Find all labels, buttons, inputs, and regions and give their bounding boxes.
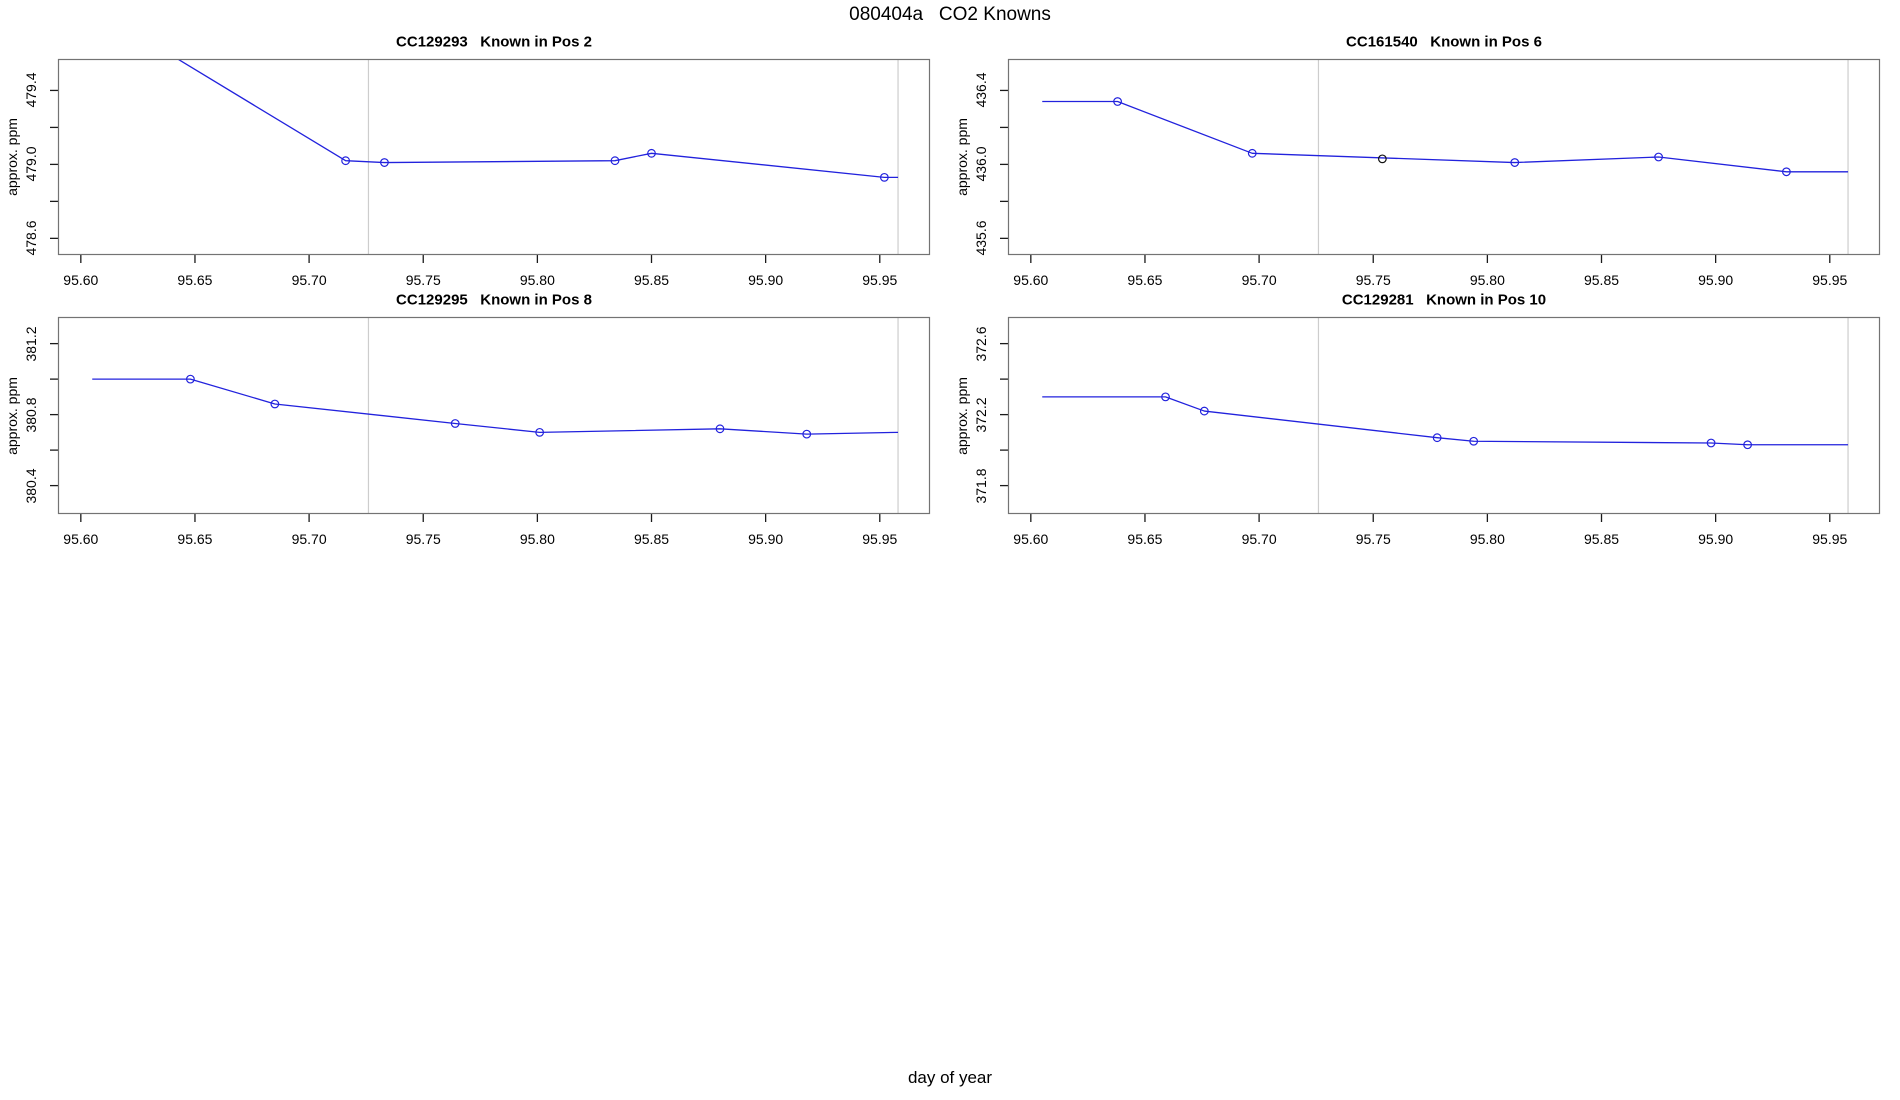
x-tick-label: 95.80 bbox=[519, 272, 555, 288]
data-point-marker bbox=[647, 148, 656, 158]
data-point-marker bbox=[185, 374, 195, 384]
panel-top-left: CC129293 Known in Pos 2 95.60 95.65 95.70 95… bbox=[4, 34, 931, 288]
x-tick-label: 95.75 bbox=[405, 272, 441, 288]
series-group bbox=[176, 59, 899, 182]
data-point-marker bbox=[1113, 97, 1122, 106]
x-tick-label: 95.85 bbox=[633, 531, 670, 547]
data-line bbox=[1042, 100, 1849, 173]
y-axis-label: approx. ppm bbox=[4, 118, 20, 196]
data-point-marker bbox=[610, 156, 620, 166]
data-point-marker bbox=[535, 427, 545, 437]
x-tick-label: 95.60 bbox=[63, 531, 99, 547]
x-tick-label: 95.90 bbox=[748, 531, 784, 547]
x-tick-label: 95.80 bbox=[1469, 531, 1505, 547]
data-point-marker bbox=[1510, 158, 1520, 167]
x-tick-label: 95.75 bbox=[1355, 272, 1391, 288]
y-tick-label: 479.0 bbox=[23, 146, 39, 182]
x-tick-label: 95.90 bbox=[1698, 531, 1734, 547]
x-tick-label: 95.75 bbox=[1355, 531, 1391, 547]
data-line bbox=[92, 378, 899, 435]
panel-bottom-left: CC129295 Known in Pos 8 95.60 95.65 95.70 95… bbox=[4, 292, 931, 547]
data-point-marker bbox=[1706, 438, 1716, 448]
data-point-marker bbox=[1199, 406, 1209, 416]
x-axis-label: day of year bbox=[907, 1068, 993, 1087]
x-tick-label: 95.95 bbox=[862, 531, 898, 547]
data-point-marker bbox=[1247, 148, 1257, 158]
x-tick-label: 95.60 bbox=[63, 272, 99, 288]
y-tick-label: 380.8 bbox=[23, 397, 39, 433]
data-point-marker bbox=[715, 424, 725, 434]
panel-title: CC161540 Known in Pos 6 bbox=[1346, 33, 1542, 51]
y-tick-label: 371.8 bbox=[973, 468, 989, 504]
data-point-marker bbox=[270, 399, 280, 409]
x-tick-label: 95.80 bbox=[519, 531, 555, 547]
data-point-marker bbox=[1432, 433, 1442, 443]
x-tick-label: 95.85 bbox=[1583, 272, 1620, 288]
data-point-marker bbox=[1654, 152, 1663, 162]
data-point-marker bbox=[380, 158, 389, 167]
plot-area bbox=[50, 316, 931, 522]
data-point-marker bbox=[1782, 167, 1791, 177]
y-axis-label: approx. ppm bbox=[954, 118, 970, 196]
x-tick-label: 95.65 bbox=[1127, 531, 1163, 547]
data-point-marker bbox=[802, 429, 812, 439]
y-tick-label: 381.2 bbox=[23, 326, 39, 362]
panel-bottom-right: CC129281 Known in Pos 10 95.60 95.65 95.70 9… bbox=[954, 292, 1881, 547]
plot-box bbox=[57, 58, 931, 256]
x-tick-label: 95.95 bbox=[1812, 531, 1848, 547]
y-axis-label: approx. ppm bbox=[4, 376, 20, 455]
plot-area bbox=[50, 58, 931, 263]
x-tick-label: 95.75 bbox=[405, 531, 441, 547]
series-group bbox=[1042, 392, 1849, 450]
x-tick-label: 95.70 bbox=[291, 272, 327, 288]
plot-box bbox=[1007, 58, 1881, 256]
y-tick-label: 435.6 bbox=[973, 220, 989, 256]
series-group bbox=[1042, 97, 1849, 177]
y-tick-label: 372.6 bbox=[973, 326, 989, 362]
x-tick-label: 95.80 bbox=[1469, 272, 1505, 288]
y-tick-label: 380.4 bbox=[23, 468, 39, 504]
data-line bbox=[1042, 396, 1849, 446]
x-tick-label: 95.90 bbox=[1698, 272, 1734, 288]
data-point-marker bbox=[450, 419, 460, 428]
x-tick-label: 95.65 bbox=[177, 272, 213, 288]
plot-box bbox=[57, 316, 931, 515]
y-tick-label: 436.0 bbox=[973, 146, 989, 182]
plot-box bbox=[1007, 316, 1881, 515]
x-tick-label: 95.70 bbox=[1241, 272, 1277, 288]
x-tick-label: 95.70 bbox=[1241, 531, 1277, 547]
x-tick-label: 95.85 bbox=[633, 272, 670, 288]
plot-area bbox=[1000, 58, 1881, 263]
x-tick-label: 95.65 bbox=[1127, 272, 1163, 288]
data-point-marker bbox=[1743, 440, 1753, 450]
x-tick-label: 95.65 bbox=[177, 531, 213, 547]
data-point-marker bbox=[879, 172, 889, 182]
x-tick-label: 95.85 bbox=[1583, 531, 1620, 547]
y-tick-label: 478.6 bbox=[23, 220, 39, 256]
panel-title: CC129281 Known in Pos 10 bbox=[1341, 291, 1547, 309]
y-axis-label: approx. ppm bbox=[954, 376, 970, 455]
flagged-point-marker bbox=[1377, 154, 1387, 164]
data-point-marker bbox=[341, 156, 351, 166]
data-line bbox=[176, 59, 899, 178]
plot-area bbox=[1000, 316, 1881, 522]
x-tick-label: 95.95 bbox=[862, 272, 898, 288]
x-tick-label: 95.70 bbox=[291, 531, 327, 547]
data-point-marker bbox=[1161, 392, 1170, 402]
panel-title: CC129293 Known in Pos 2 bbox=[396, 33, 592, 51]
x-tick-label: 95.90 bbox=[748, 272, 784, 288]
y-tick-label: 479.4 bbox=[23, 72, 39, 108]
panel-top-right: CC161540 Known in Pos 6 95.60 95.65 95.70 95… bbox=[954, 34, 1881, 288]
panel-title: CC129295 Known in Pos 8 bbox=[396, 291, 592, 309]
y-tick-label: 436.4 bbox=[973, 72, 989, 108]
y-tick-label: 372.2 bbox=[973, 397, 989, 433]
data-point-marker bbox=[1469, 436, 1479, 446]
series-group bbox=[92, 374, 899, 439]
figure-title: 080404a CO2 Knowns bbox=[849, 4, 1051, 25]
x-tick-label: 95.60 bbox=[1013, 531, 1049, 547]
x-tick-label: 95.60 bbox=[1013, 272, 1049, 288]
x-tick-label: 95.95 bbox=[1812, 272, 1848, 288]
